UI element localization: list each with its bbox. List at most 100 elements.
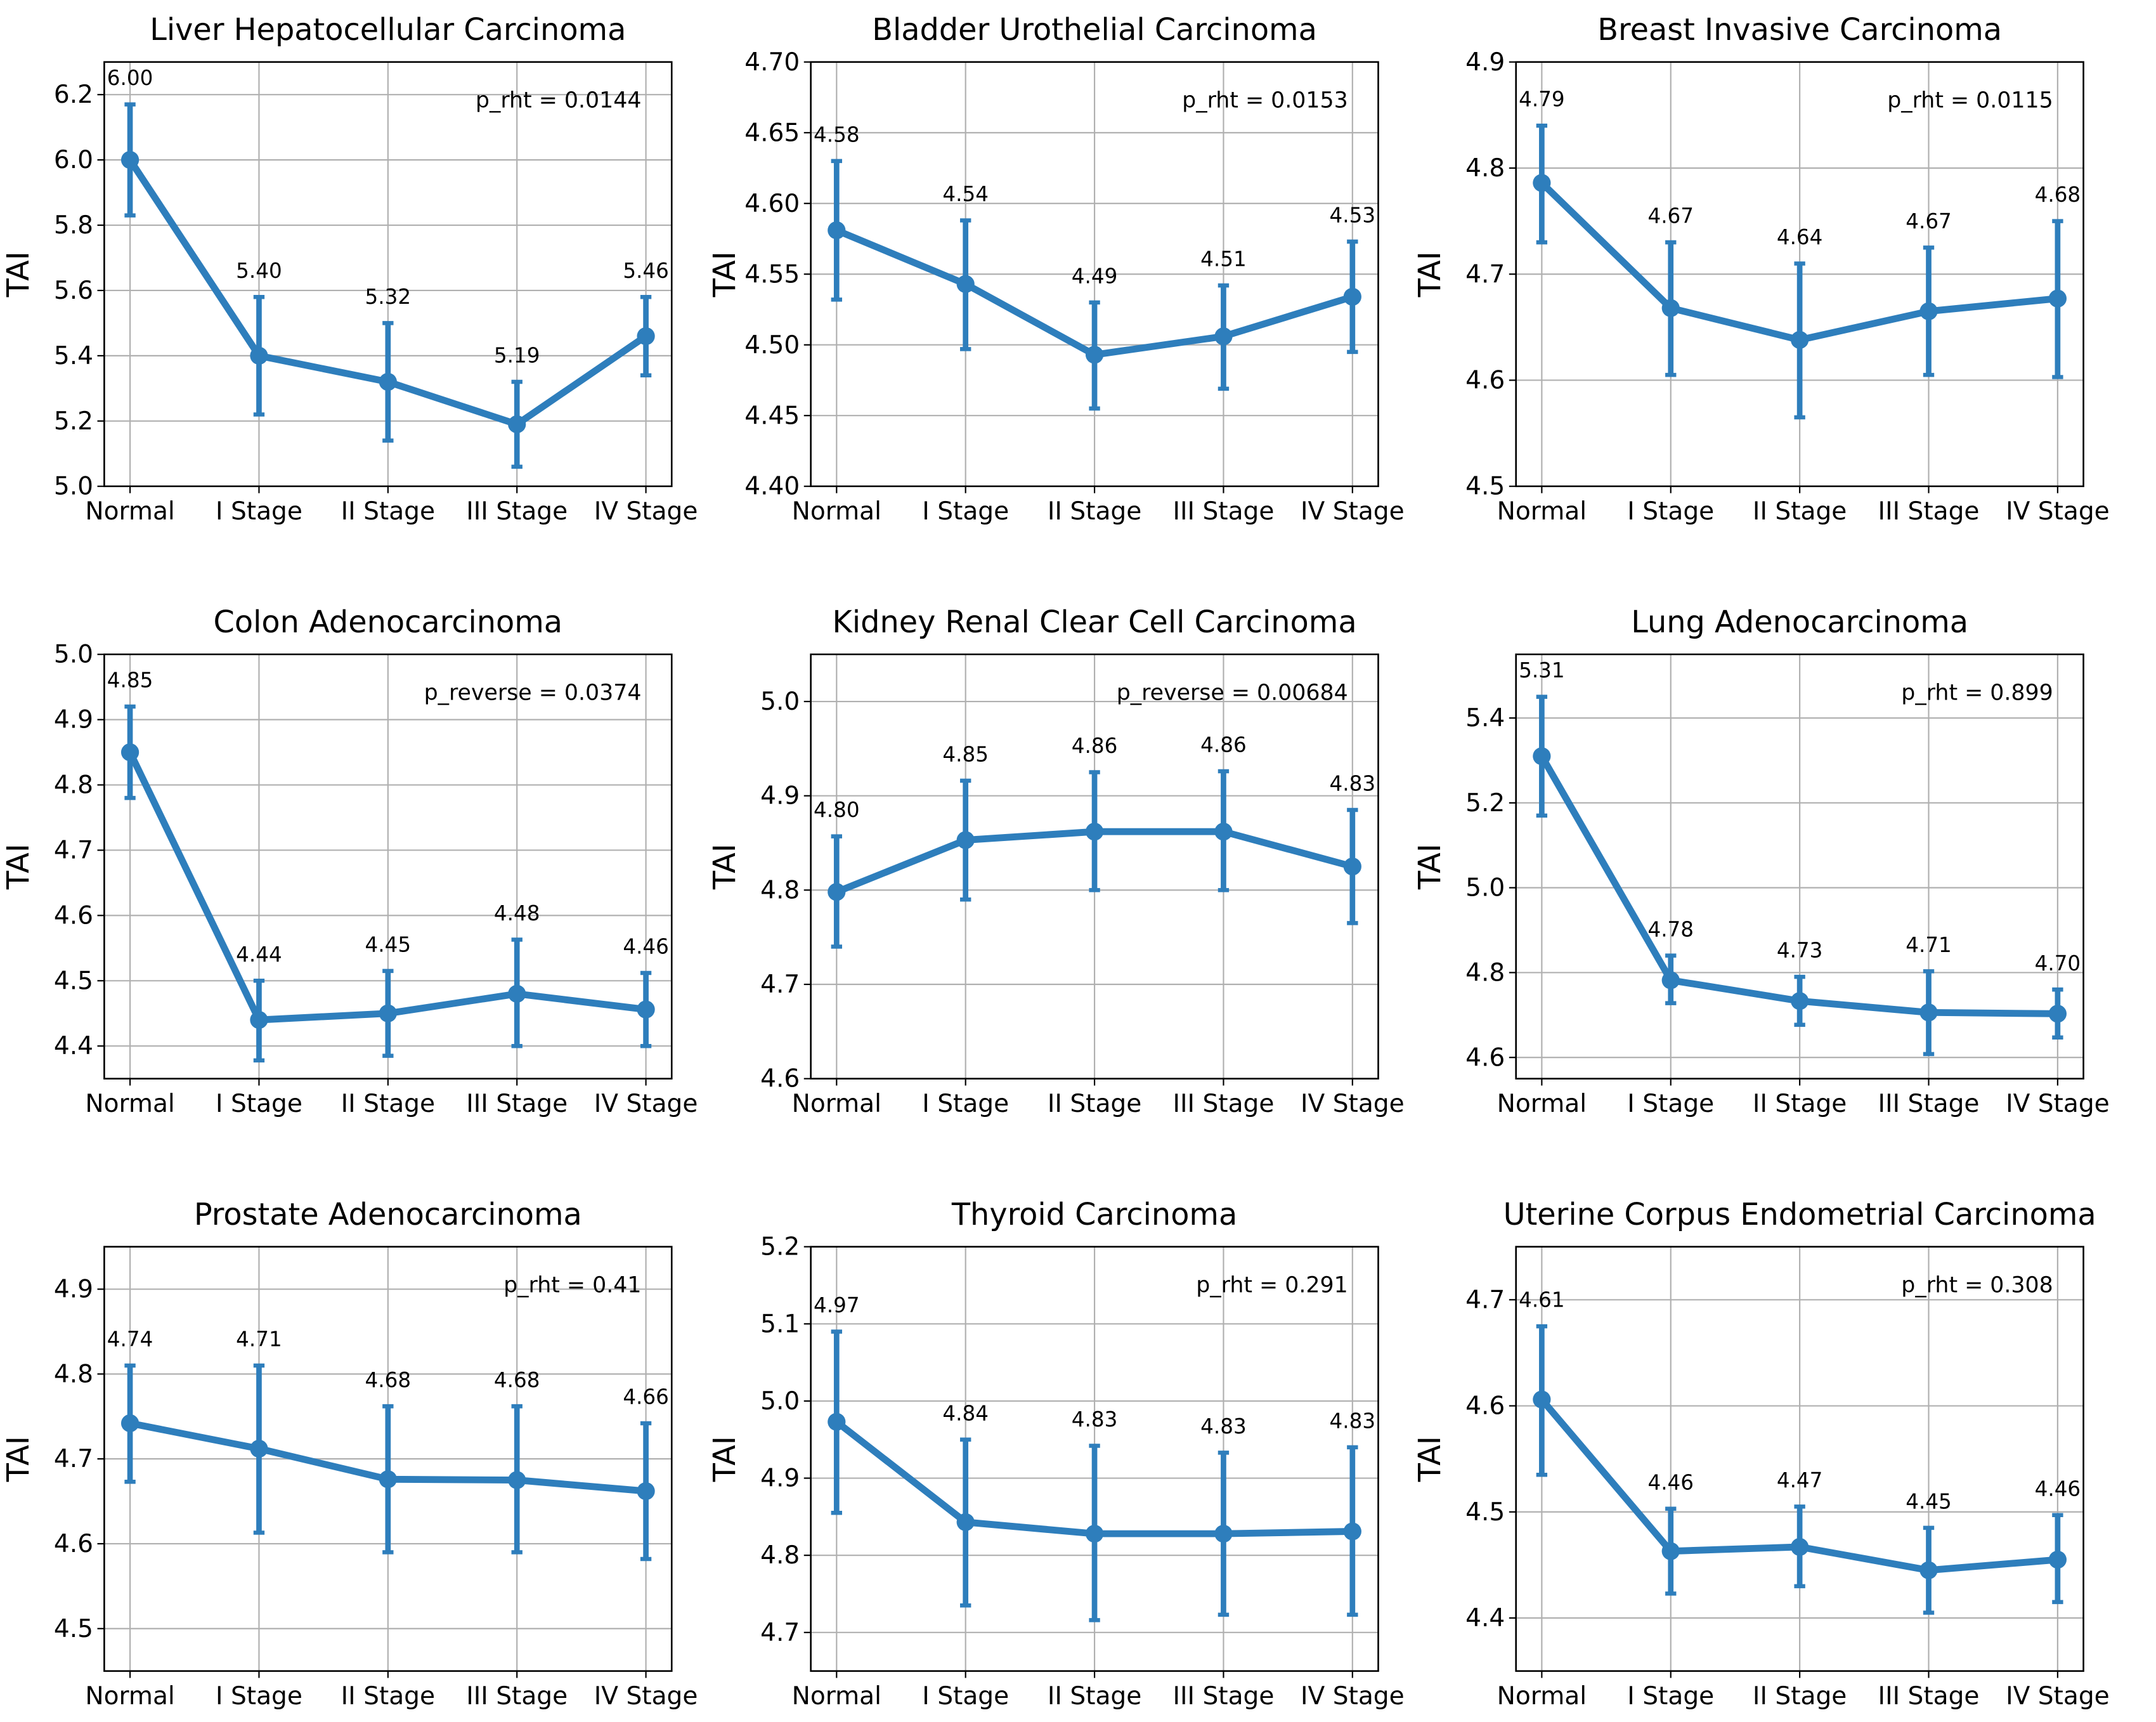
data-label: 4.71	[1906, 933, 1952, 957]
data-label: 4.71	[236, 1327, 282, 1352]
x-tick-label: II Stage	[341, 497, 435, 526]
data-label: 5.46	[623, 259, 669, 283]
y-tick-label: 4.7	[54, 1445, 93, 1473]
y-tick-label: 5.8	[54, 211, 93, 240]
data-label: 4.49	[1072, 264, 1118, 288]
data-point	[2048, 1005, 2067, 1023]
y-tick-label: 4.45	[744, 401, 800, 430]
data-label: 4.45	[1906, 1489, 1952, 1513]
data-label: 5.32	[365, 285, 412, 309]
data-label: 4.68	[2035, 183, 2081, 207]
x-tick-label: I Stage	[922, 1090, 1009, 1118]
x-tick-label: Normal	[1497, 497, 1587, 526]
data-point	[1214, 823, 1233, 841]
data-label: 4.61	[1519, 1288, 1565, 1312]
subplot-1: 4.40 4.45 4.50 4.55 4.60 4.65 4.70 Normal I Stag…	[708, 13, 1404, 526]
y-tick-label: 5.2	[54, 407, 93, 436]
data-point	[956, 275, 975, 293]
data-label: 4.54	[942, 182, 989, 206]
data-label: 4.46	[623, 935, 669, 959]
data-label: 4.78	[1647, 917, 1694, 941]
p-value-label: p_rht = 0.291	[1196, 1272, 1348, 1298]
data-point	[1343, 1522, 1361, 1541]
y-tick-label: 4.5	[1465, 1498, 1505, 1527]
data-point	[1085, 1525, 1104, 1543]
p-value-label: p_rht = 0.0153	[1182, 88, 1348, 113]
p-value-label: p_reverse = 0.0374	[424, 680, 642, 705]
x-tick-label: I Stage	[1627, 1682, 1714, 1711]
y-axis-label: TAI	[1, 251, 36, 297]
data-point	[379, 372, 397, 391]
x-tick-label: IV Stage	[2006, 497, 2110, 526]
y-tick-label: 4.8	[1465, 154, 1505, 183]
x-tick-label: IV Stage	[1301, 1090, 1405, 1118]
y-axis-label: TAI	[708, 1436, 743, 1482]
x-tick-label: III Stage	[1172, 497, 1274, 526]
y-axis-label: TAI	[708, 844, 743, 890]
data-point	[637, 1482, 655, 1501]
data-label: 4.46	[2035, 1477, 2081, 1501]
p-value-label: p_rht = 0.308	[1901, 1272, 2053, 1298]
data-point	[508, 415, 526, 434]
data-label: 4.48	[494, 901, 540, 925]
data-label: 4.86	[1200, 733, 1247, 757]
chart-title: Breast Invasive Carcinoma	[1597, 13, 2002, 48]
y-axis-label: TAI	[1413, 1436, 1448, 1482]
x-tick-label: I Stage	[216, 497, 302, 526]
x-tick-label: I Stage	[1627, 1090, 1714, 1118]
data-point	[1343, 858, 1361, 876]
data-label: 5.40	[236, 259, 282, 283]
data-point	[1919, 1003, 1938, 1022]
x-tick-label: IV Stage	[594, 1090, 698, 1118]
chart-title: Thyroid Carcinoma	[951, 1197, 1237, 1232]
data-label: 4.46	[1647, 1470, 1694, 1494]
y-tick-label: 4.6	[1465, 367, 1505, 395]
y-tick-label: 4.8	[760, 1541, 800, 1570]
x-tick-label: Normal	[1497, 1682, 1587, 1711]
chart-title: Uterine Corpus Endometrial Carcinoma	[1503, 1197, 2096, 1232]
data-label: 4.83	[1330, 772, 1376, 796]
p-value-label: p_rht = 0.41	[503, 1272, 641, 1298]
x-tick-label: Normal	[85, 497, 174, 526]
y-tick-label: 5.1	[760, 1310, 800, 1338]
data-point	[828, 883, 846, 901]
axes-frame	[1515, 653, 2084, 1080]
x-tick-label: Normal	[85, 1682, 174, 1711]
x-tick-label: II Stage	[1048, 1682, 1141, 1711]
x-tick-label: Normal	[792, 497, 881, 526]
y-tick-label: 4.6	[54, 1530, 93, 1558]
data-point	[828, 1412, 846, 1431]
chart-title: Liver Hepatocellular Carcinoma	[150, 13, 626, 48]
data-label: 4.79	[1519, 88, 1565, 112]
x-tick-label: IV Stage	[1301, 1682, 1405, 1711]
y-tick-label: 4.8	[54, 1360, 93, 1388]
y-tick-label: 4.6	[1465, 1043, 1505, 1072]
data-point	[508, 1471, 526, 1489]
data-label: 4.68	[494, 1368, 540, 1392]
y-tick-label: 5.4	[1465, 704, 1505, 733]
y-tick-label: 4.40	[744, 473, 800, 501]
subplot-8: 4.4 4.5 4.6 4.7 Normal I Stage II Stage III Sta…	[1413, 1197, 2109, 1711]
data-label: 4.53	[1330, 204, 1376, 228]
data-point	[956, 1513, 975, 1532]
data-point	[250, 1439, 268, 1458]
data-point	[1791, 1537, 1809, 1556]
data-point	[1343, 287, 1361, 306]
data-label: 4.44	[236, 943, 282, 967]
data-point	[1661, 971, 1680, 989]
y-tick-label: 4.70	[744, 48, 800, 77]
data-point	[1085, 346, 1104, 364]
data-label: 4.83	[1072, 1407, 1118, 1432]
x-tick-label: III Stage	[466, 1682, 568, 1711]
p-value-label: p_rht = 0.0144	[476, 88, 642, 113]
y-tick-label: 4.65	[744, 119, 800, 147]
y-tick-label: 4.6	[760, 1065, 800, 1093]
data-point	[2048, 1550, 2067, 1569]
x-tick-label: II Stage	[1048, 1090, 1141, 1118]
axes-frame	[103, 653, 673, 1080]
data-point	[1791, 992, 1809, 1010]
data-label: 4.74	[107, 1327, 153, 1352]
subplot-4: 4.6 4.7 4.8 4.9 5.0 Normal I Stage II Stage III …	[708, 605, 1404, 1118]
x-tick-label: III Stage	[1878, 497, 1980, 526]
